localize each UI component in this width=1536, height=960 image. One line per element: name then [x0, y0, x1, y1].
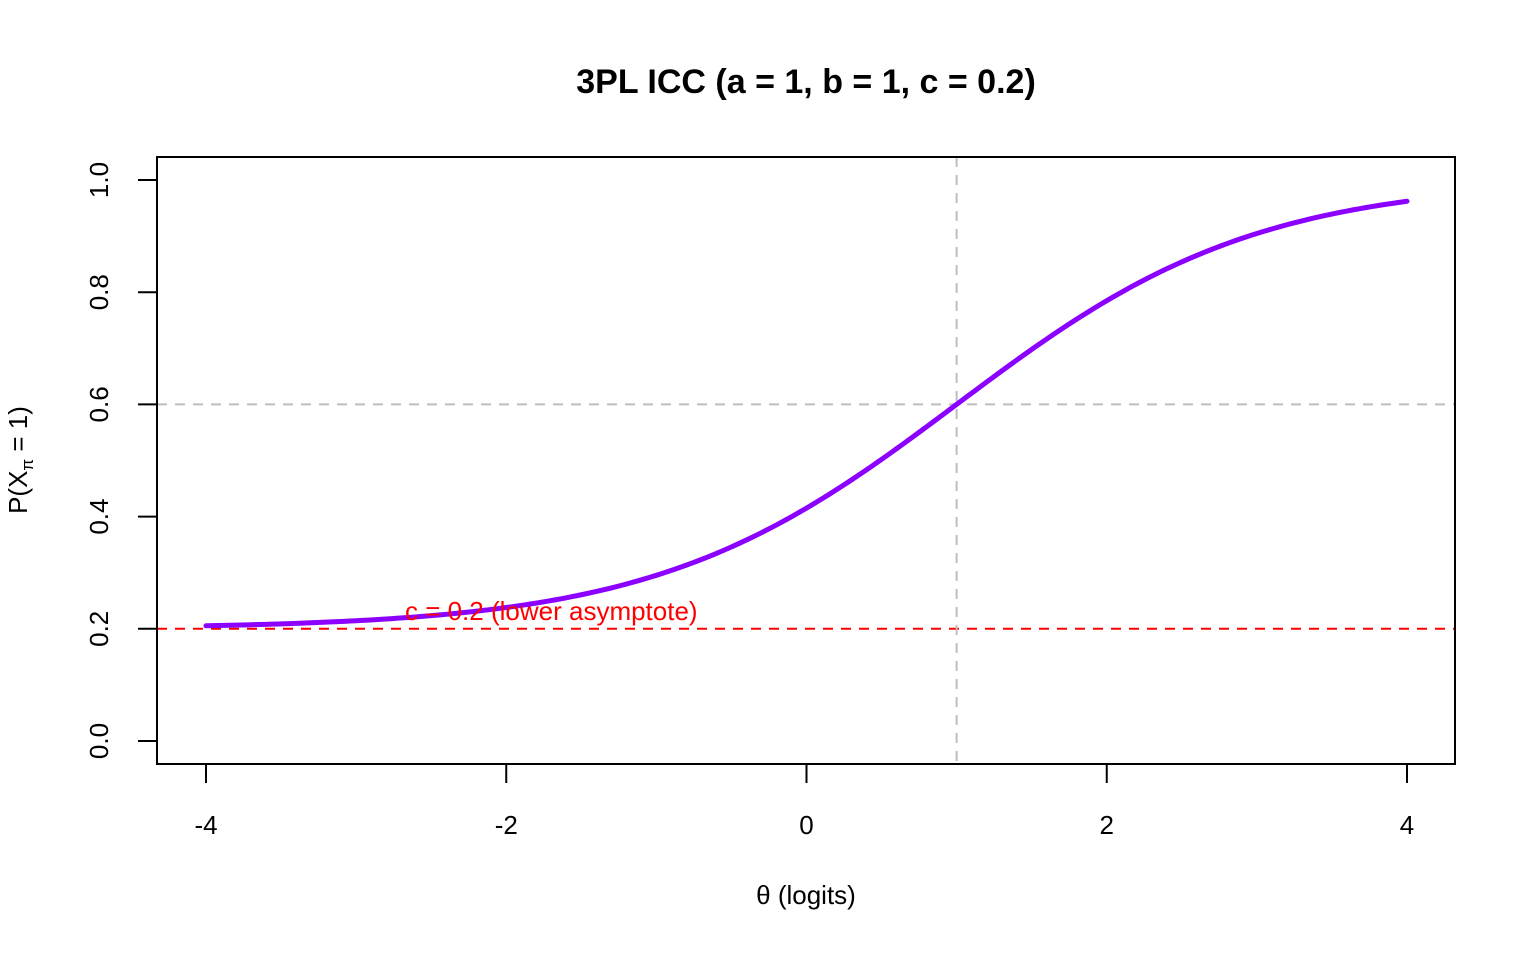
y-tick-label: 0.4: [84, 499, 114, 535]
x-tick-label: -2: [495, 810, 518, 840]
chart-title: 3PL ICC (a = 1, b = 1, c = 0.2): [576, 63, 1036, 101]
reference-lines: [157, 157, 1455, 764]
series-layer: [203, 198, 1410, 629]
y-axis: 0.0 0.2 0.4 0.6 0.8 1.0: [84, 162, 158, 759]
y-tick-label: 1.0: [84, 162, 114, 198]
x-tick-label: 2: [1100, 810, 1114, 840]
y-axis-label: P(Xπ = 1): [3, 406, 37, 514]
x-axis-label: θ (logits): [756, 880, 856, 910]
y-axis-label-prefix: P(X: [3, 471, 33, 514]
y-tick-label: 0.0: [84, 723, 114, 759]
icc-curve: [203, 198, 1410, 629]
y-axis-label-subscript: π: [18, 459, 37, 471]
y-tick-label: 0.6: [84, 386, 114, 422]
x-axis: -4 -2 0 2 4: [194, 763, 1414, 840]
x-tick-label: -4: [194, 810, 217, 840]
plot-frame: [156, 156, 1456, 765]
asymptote-annotation: c = 0.2 (lower asymptote): [405, 596, 698, 626]
y-axis-label-suffix: = 1): [3, 406, 33, 459]
y-tick-label: 0.8: [84, 274, 114, 310]
x-tick-label: 0: [799, 810, 813, 840]
y-tick-label: 0.2: [84, 611, 114, 647]
x-tick-label: 4: [1400, 810, 1414, 840]
